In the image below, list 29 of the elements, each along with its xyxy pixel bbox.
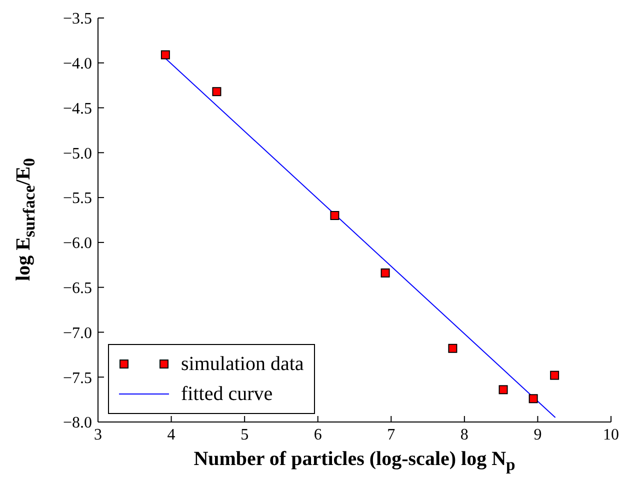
point bbox=[448, 344, 458, 353]
legend-label: fitted curve bbox=[181, 382, 273, 407]
x-tick-label: 4 bbox=[167, 426, 176, 444]
point bbox=[330, 211, 340, 220]
x-tick-label: 10 bbox=[603, 426, 619, 444]
y-tick-label: −4.5 bbox=[62, 100, 92, 118]
point bbox=[212, 87, 222, 96]
point bbox=[528, 394, 538, 404]
legend-label: simulation data bbox=[181, 352, 304, 377]
y-tick-label: −5.5 bbox=[62, 190, 92, 208]
y-tick-label: −5.0 bbox=[62, 145, 92, 162]
y-tick-label: −7.5 bbox=[62, 370, 92, 387]
x-axis-title: Number of particles (log-scale) log N$_{p}$ bbox=[192, 448, 516, 475]
x-tick-label: 3 bbox=[94, 426, 102, 444]
y-tick-label: −4.0 bbox=[62, 56, 92, 73]
y-tick-label: −6.0 bbox=[62, 235, 92, 252]
point bbox=[160, 50, 170, 60]
point bbox=[550, 370, 560, 380]
y-tick-label: −6.5 bbox=[62, 280, 92, 298]
y-tick-label: −8.0 bbox=[62, 414, 92, 432]
x-tick-label: 6 bbox=[314, 426, 322, 444]
point bbox=[498, 385, 508, 394]
x-tick-label: 5 bbox=[240, 426, 249, 444]
y-tick-label: −7.0 bbox=[62, 324, 92, 342]
x-tick-label: 9 bbox=[534, 426, 542, 444]
x-tick-label: 7 bbox=[387, 426, 396, 444]
point bbox=[380, 268, 390, 278]
y-tick-label: −3.5 bbox=[62, 10, 92, 28]
x-tick-label: 8 bbox=[460, 426, 468, 444]
